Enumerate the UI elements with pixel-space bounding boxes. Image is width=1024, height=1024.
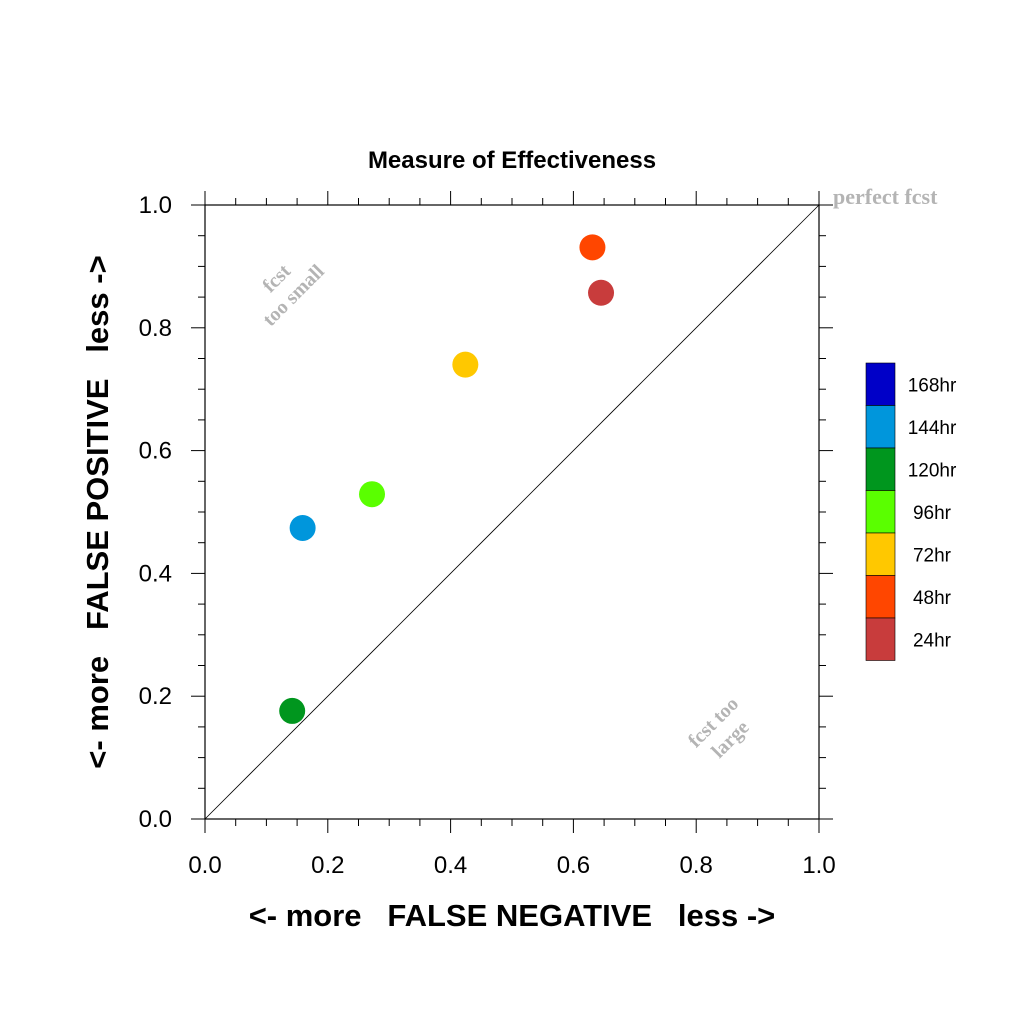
legend-swatch-24hr	[865, 617, 896, 661]
chart-title: Measure of Effectiveness	[368, 147, 656, 174]
legend-label-168hr: 168hr	[908, 375, 957, 396]
legend: 168hr 144hr 120hr 96hr 72hr 48hr 24hr	[865, 362, 957, 661]
data-points	[279, 234, 615, 724]
annotation-perfect-fcst: perfect fcst	[833, 184, 938, 209]
annotation-fcst-too-large: fcst too large	[684, 693, 754, 763]
x-tick-label: 0.6	[557, 852, 590, 879]
y-tick-label: 0.4	[139, 560, 172, 587]
y-tick-labels: 0.0 0.2 0.4 0.6 0.8 1.0	[139, 192, 172, 833]
x-tick-label: 0.2	[311, 852, 344, 879]
tick-marks	[191, 191, 833, 833]
legend-swatch-168hr	[865, 362, 896, 406]
legend-swatch-48hr	[865, 575, 896, 619]
y-tick-label: 0.8	[139, 315, 172, 342]
point-144hr	[289, 514, 316, 541]
y-tick-label: 0.6	[139, 438, 172, 465]
perfect-forecast-diagonal	[204, 204, 820, 820]
legend-label-120hr: 120hr	[908, 460, 957, 481]
x-tick-label: 0.8	[680, 852, 713, 879]
y-tick-label: 0.2	[139, 683, 172, 710]
point-96hr	[359, 481, 386, 508]
x-tick-label: 0.0	[188, 852, 221, 879]
legend-swatch-96hr	[865, 490, 896, 534]
legend-swatch-120hr	[865, 447, 896, 491]
point-24hr	[588, 279, 615, 306]
x-tick-label: 0.4	[434, 852, 467, 879]
plot-area: 0.0 0.2 0.4 0.6 0.8 1.0 0.0 0.2 0.4 0.6 0.8 1.0	[139, 191, 836, 879]
legend-label-144hr: 144hr	[908, 418, 957, 439]
legend-swatch-144hr	[865, 405, 896, 449]
point-48hr	[579, 234, 606, 261]
x-tick-labels: 0.0 0.2 0.4 0.6 0.8 1.0	[188, 852, 835, 879]
legend-swatch-72hr	[865, 532, 896, 576]
annotation-fcst-too-small: fcst too small	[258, 260, 329, 331]
y-tick-label: 0.0	[139, 806, 172, 833]
point-120hr	[279, 697, 306, 724]
y-axis-label: <- more FALSE POSITIVE less ->	[80, 255, 115, 768]
y-tick-label: 1.0	[139, 192, 172, 219]
legend-label-72hr: 72hr	[913, 545, 952, 566]
point-72hr	[452, 351, 479, 378]
legend-label-48hr: 48hr	[913, 588, 952, 609]
x-axis-label: <- more FALSE NEGATIVE less ->	[249, 898, 776, 933]
x-tick-label: 1.0	[802, 852, 835, 879]
legend-label-96hr: 96hr	[913, 503, 952, 524]
legend-label-24hr: 24hr	[913, 630, 952, 651]
